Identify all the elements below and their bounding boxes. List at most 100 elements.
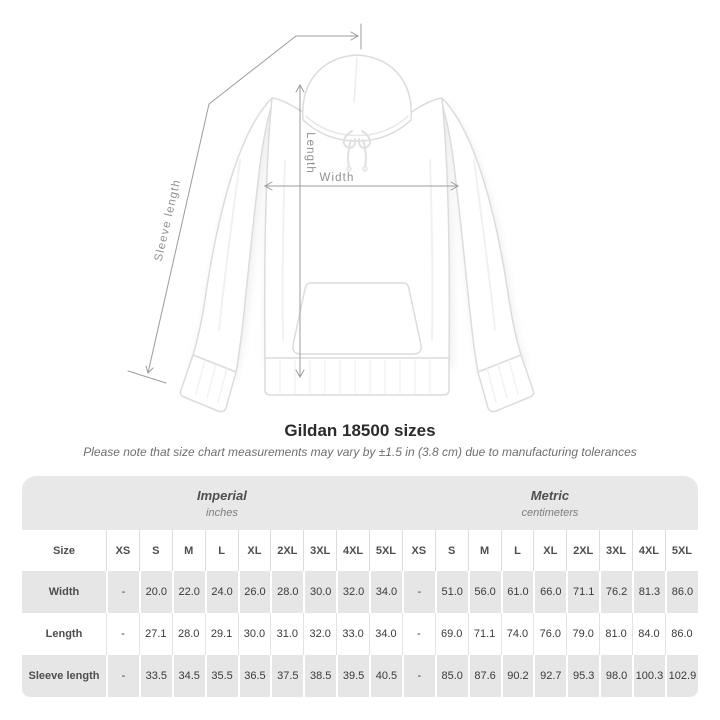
cell: 29.1 (204, 613, 238, 655)
hoodie-illustration (179, 54, 535, 413)
cell: 37.5 (270, 655, 304, 697)
cell: 35.5 (204, 655, 238, 697)
size-column-header: Size (22, 530, 106, 571)
cell: 51.0 (434, 571, 468, 613)
sleeve-length-measure (127, 23, 362, 384)
size-header: 2XL (270, 530, 304, 571)
page-title: Gildan 18500 sizes (284, 421, 436, 440)
tolerance-note: Please note that size chart measurements… (83, 445, 637, 459)
length-measure (295, 83, 305, 379)
cell: 34.0 (369, 613, 402, 655)
cell: 34.0 (369, 571, 402, 613)
size-chart-table: Imperial inches Metric centimeters Size … (22, 476, 698, 697)
cell: 28.0 (171, 613, 205, 655)
size-header: 4XL (632, 530, 665, 571)
row-label: Sleeve length (22, 655, 106, 697)
cell: 76.0 (533, 613, 566, 655)
size-chart: Imperial inches Metric centimeters Size … (22, 476, 698, 697)
size-header: L (204, 530, 238, 571)
cell: 84.0 (632, 613, 665, 655)
cell: 24.0 (204, 571, 238, 613)
size-header: XL (533, 530, 567, 571)
cell: 71.1 (566, 571, 600, 613)
hood (302, 54, 412, 142)
cell: - (106, 613, 139, 655)
cell: 81.0 (599, 613, 632, 655)
cell: 20.0 (138, 571, 172, 613)
size-header-row: Size XS S M L XL 2XL 3XL 4XL 5XL XS S M … (22, 530, 698, 571)
cell: 87.6 (467, 655, 501, 697)
cell: 98.0 (599, 655, 632, 697)
cell: - (401, 571, 435, 613)
cell: - (401, 655, 435, 697)
size-header: S (434, 530, 468, 571)
size-header: 2XL (566, 530, 600, 571)
size-header: S (138, 530, 172, 571)
imperial-group-header: Imperial inches (22, 476, 402, 530)
metric-group-header: Metric centimeters (401, 476, 698, 530)
cell: 22.0 (171, 571, 205, 613)
sleeve-length-label: Sleeve length (153, 178, 184, 263)
cell: 71.1 (467, 613, 501, 655)
length-label: Length (304, 132, 316, 174)
cell: 79.0 (566, 613, 599, 655)
cell: 76.2 (599, 571, 632, 613)
right-sleeve (441, 97, 535, 413)
size-header: M (171, 530, 205, 571)
size-header: XS (401, 530, 435, 571)
cell: 32.0 (336, 571, 369, 613)
cell: 31.0 (270, 613, 303, 655)
row-label: Length (45, 628, 83, 640)
cell: 81.3 (632, 571, 665, 613)
cell: 86.0 (664, 571, 698, 613)
hem-band (264, 357, 450, 396)
cell: 85.0 (434, 655, 468, 697)
size-header: XS (106, 530, 139, 571)
cell: 30.0 (303, 571, 337, 613)
hoodie-measurement-diagram: Width Length Sleeve length (127, 23, 535, 413)
kangaroo-pocket (292, 282, 422, 355)
unit-group-header-row: Imperial inches Metric centimeters (22, 476, 698, 530)
cell: 33.0 (336, 613, 369, 655)
cell: 27.1 (138, 613, 172, 655)
cell: 100.3 (632, 655, 665, 697)
size-header: 3XL (599, 530, 632, 571)
cell: 95.3 (566, 655, 600, 697)
cell: - (106, 571, 139, 613)
cell: - (106, 655, 139, 697)
cell: 39.5 (336, 655, 369, 697)
cell: 36.5 (237, 655, 271, 697)
cell: 32.0 (303, 613, 336, 655)
cell: 56.0 (467, 571, 501, 613)
cell: 33.5 (138, 655, 172, 697)
table-row-length: Length - 27.1 28.0 29.1 30.0 31.0 32.0 3… (22, 613, 698, 655)
cell: 69.0 (434, 613, 468, 655)
size-header: 5XL (369, 530, 402, 571)
metric-unit: centimeters (521, 506, 579, 519)
metric-label: Metric (530, 487, 570, 503)
row-label: Width (22, 571, 106, 613)
size-header: XL (237, 530, 271, 571)
cell: 66.0 (533, 571, 567, 613)
drawstrings (342, 130, 372, 172)
size-header: 4XL (336, 530, 369, 571)
width-measure (263, 181, 460, 191)
width-label: Width (320, 172, 355, 184)
left-sleeve (179, 97, 273, 413)
body-fold-lines (218, 159, 496, 341)
cell: 61.0 (500, 571, 534, 613)
imperial-label: Imperial (197, 487, 247, 503)
size-header: L (500, 530, 534, 571)
size-header: 5XL (664, 530, 698, 571)
table-row-width: Width - 20.0 22.0 24.0 26.0 28.0 30.0 32… (22, 571, 698, 613)
cell: 92.7 (533, 655, 567, 697)
cell: 90.2 (500, 655, 534, 697)
cell: 26.0 (237, 571, 271, 613)
cell: 86.0 (664, 613, 698, 655)
cell: 74.0 (500, 613, 534, 655)
cell: 40.5 (369, 655, 402, 697)
cell: 28.0 (270, 571, 304, 613)
cell: 38.5 (303, 655, 337, 697)
cell: 30.0 (237, 613, 271, 655)
